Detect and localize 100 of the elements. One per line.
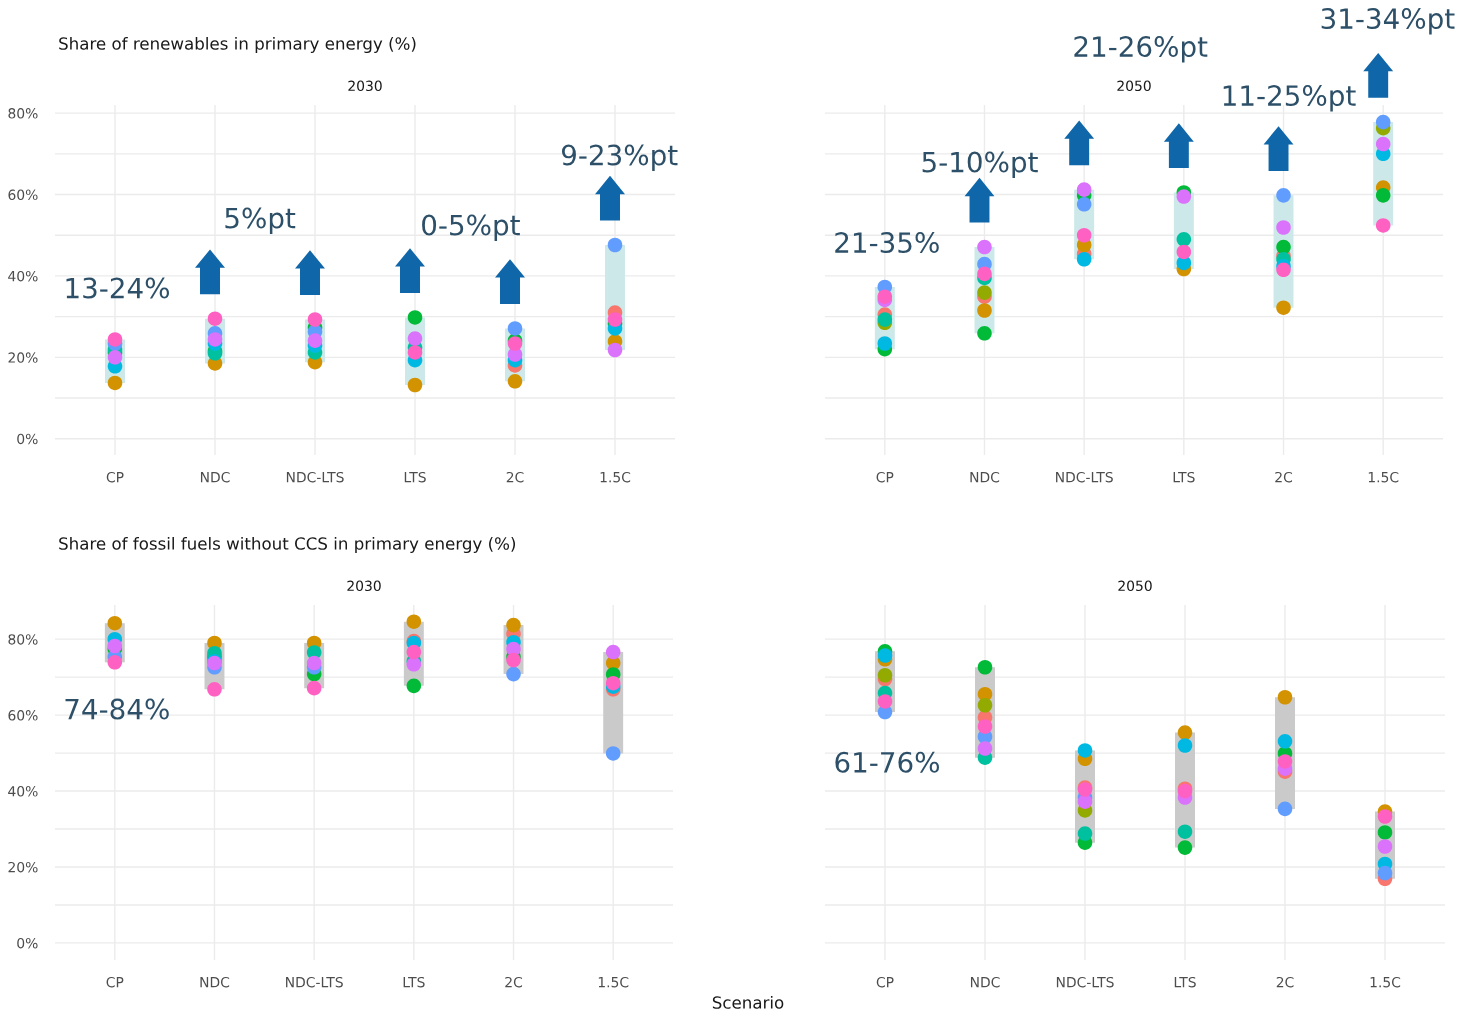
chart-subtitle: 2050	[1117, 80, 1151, 92]
point	[207, 311, 223, 326]
point	[1377, 839, 1393, 854]
point	[977, 303, 992, 318]
point	[1377, 809, 1393, 824]
point	[1077, 743, 1093, 758]
y-tick-label: 60%	[8, 710, 38, 721]
point	[1377, 865, 1393, 881]
annotation: 5-10%pt	[922, 151, 1038, 178]
point	[1276, 188, 1291, 203]
point	[1077, 794, 1093, 809]
y-tick-label: 80%	[8, 634, 38, 645]
point	[1377, 825, 1393, 840]
x-tick-label: LTS	[1173, 471, 1195, 483]
point	[506, 666, 521, 682]
point	[977, 659, 993, 675]
point	[607, 312, 623, 327]
point	[1176, 232, 1192, 247]
y-tick-label: 40%	[8, 270, 38, 282]
point	[1177, 824, 1193, 839]
point	[1076, 227, 1092, 243]
point	[1177, 738, 1193, 753]
chart-title: Share of renewables in primary energy (%)	[59, 36, 416, 54]
point	[1277, 689, 1293, 705]
x-tick-label: 1.5C	[1368, 471, 1399, 483]
annotation: 13-24%	[66, 277, 170, 299]
x-tick-label: LTS	[1174, 976, 1196, 988]
point	[1277, 734, 1293, 749]
point	[406, 678, 422, 694]
point	[605, 644, 621, 660]
point	[507, 321, 523, 336]
point	[977, 719, 993, 734]
annotation: 11-25%pt	[1223, 85, 1356, 112]
point	[1176, 244, 1192, 260]
x-tick-label: LTS	[403, 976, 425, 988]
point	[107, 655, 123, 670]
point	[1076, 197, 1092, 212]
point	[306, 680, 322, 696]
point	[406, 614, 422, 629]
point	[1375, 218, 1391, 233]
point	[1276, 220, 1291, 235]
x-tick-label: NDC	[970, 471, 1000, 483]
x-tick-label: 1.5C	[1370, 976, 1401, 988]
point	[1076, 182, 1092, 197]
annotation: 0-5%pt	[422, 214, 520, 241]
point	[877, 289, 893, 304]
annotation: 21-35%	[835, 232, 939, 254]
point	[1276, 300, 1291, 315]
point	[407, 310, 423, 325]
x-tick-label: 2C	[505, 976, 523, 988]
point	[1177, 725, 1193, 740]
x-tick-label: NDC	[200, 976, 230, 988]
annotation: 9-23%pt	[561, 144, 678, 171]
point	[977, 326, 992, 341]
point	[977, 239, 992, 255]
y-tick-label: 20%	[8, 352, 38, 363]
chart-subtitle: 2030	[347, 580, 381, 592]
point	[107, 332, 123, 347]
point	[1276, 262, 1291, 278]
point	[307, 312, 323, 327]
point	[407, 331, 423, 346]
point	[506, 617, 521, 633]
point	[605, 675, 621, 691]
x-tick-label: NDC-LTS	[286, 976, 343, 988]
point	[877, 648, 893, 663]
point	[1375, 114, 1391, 130]
point	[207, 682, 222, 697]
x-tick-label: NDC-LTS	[286, 471, 344, 483]
x-tick-label: CP	[106, 471, 124, 483]
point	[407, 345, 423, 360]
point	[1375, 188, 1391, 203]
x-axis-title: Scenario	[712, 995, 784, 1009]
point	[605, 746, 621, 761]
point	[977, 697, 993, 713]
x-tick-label: CP	[106, 976, 124, 988]
y-tick-label: 0%	[17, 937, 38, 949]
x-tick-label: NDC	[970, 976, 1000, 988]
x-tick-label: 2C	[1275, 471, 1293, 483]
point	[1077, 826, 1093, 841]
x-tick-label: 2C	[1276, 976, 1294, 988]
point	[407, 377, 423, 393]
x-tick-label: CP	[876, 471, 894, 483]
x-tick-label: 1.5C	[600, 471, 631, 483]
point	[107, 375, 123, 391]
annotation: 74-84%	[65, 698, 169, 720]
chart-subtitle: 2030	[348, 80, 382, 92]
point	[607, 237, 623, 253]
y-tick-label: 20%	[8, 861, 38, 873]
annotation: 61-76%	[835, 751, 940, 773]
chart-subtitle: 2050	[1118, 580, 1152, 592]
y-tick-label: 40%	[8, 786, 38, 797]
y-tick-label: 60%	[8, 189, 38, 201]
point	[877, 336, 893, 351]
point	[607, 342, 623, 358]
y-tick-label: 80%	[8, 108, 38, 119]
x-tick-label: 2C	[506, 471, 524, 483]
point	[507, 374, 523, 389]
point	[977, 741, 993, 756]
point	[1177, 840, 1193, 855]
point	[107, 615, 123, 631]
